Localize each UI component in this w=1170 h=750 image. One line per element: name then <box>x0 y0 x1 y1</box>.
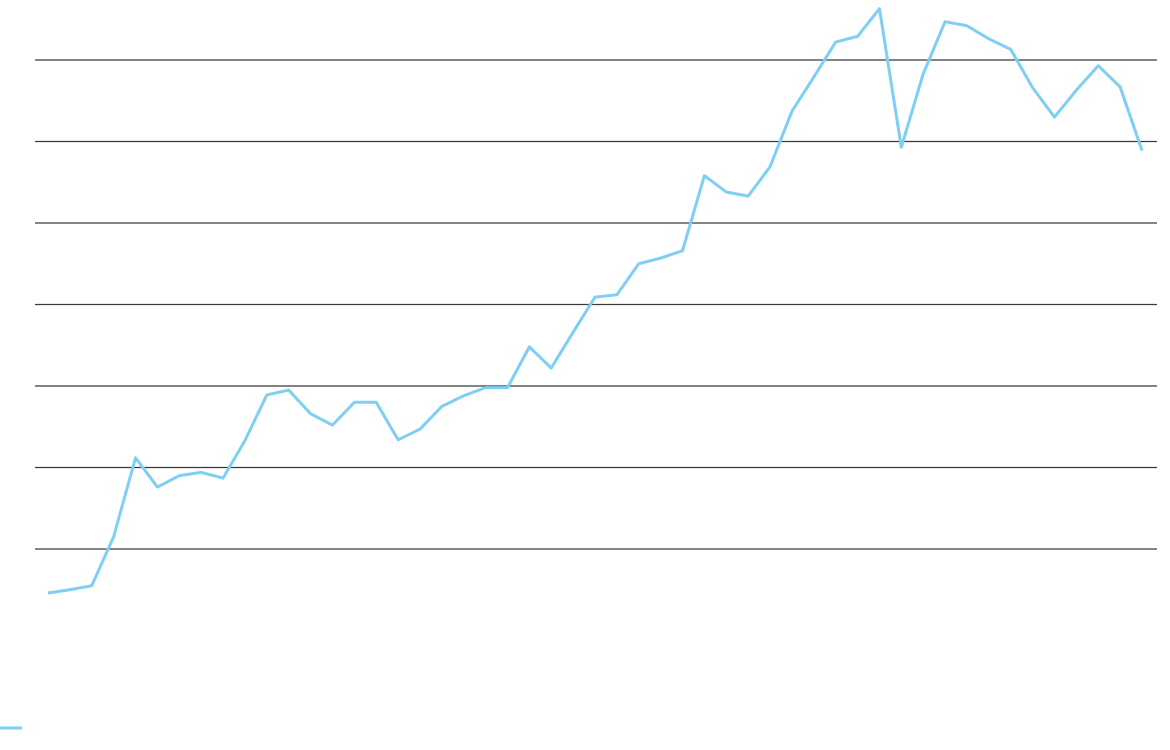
series-line <box>47 7 1144 595</box>
